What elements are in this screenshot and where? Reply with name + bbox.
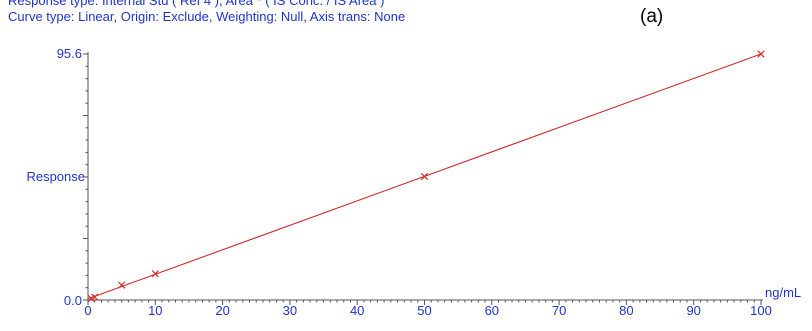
x-axis-label: ng/mL [765, 285, 801, 300]
data-point-stroke [118, 281, 126, 289]
x-tick-label: 30 [283, 303, 297, 318]
y-axis-label: Response [26, 169, 85, 184]
data-point [118, 281, 126, 289]
x-tick-label: 50 [417, 303, 431, 318]
x-tick-label: 0 [84, 303, 91, 318]
curve-type-line: Curve type: Linear, Origin: Exclude, Wei… [8, 9, 406, 24]
response-type-line: Response type: Internal Std ( Ref 4 ), A… [8, 0, 385, 8]
x-tick-label: 60 [485, 303, 499, 318]
x-tick-label: 40 [350, 303, 364, 318]
data-point [757, 50, 765, 58]
y-tick-label: 0.0 [64, 293, 82, 308]
y-tick-label: 95.6 [57, 46, 82, 61]
data-point-stroke [151, 270, 159, 278]
x-tick-label: 80 [619, 303, 633, 318]
x-tick-label: 100 [750, 303, 772, 318]
data-point-stroke [757, 50, 765, 58]
x-tick-label: 90 [686, 303, 700, 318]
data-point [91, 293, 99, 301]
data-point [151, 270, 159, 278]
x-tick-label: 20 [215, 303, 229, 318]
panel-label: (a) [640, 6, 664, 27]
data-point [420, 172, 429, 181]
data-point-stroke [91, 293, 99, 301]
data-point-stroke [420, 172, 429, 181]
x-tick-label: 10 [148, 303, 162, 318]
x-tick-label: 70 [552, 303, 566, 318]
